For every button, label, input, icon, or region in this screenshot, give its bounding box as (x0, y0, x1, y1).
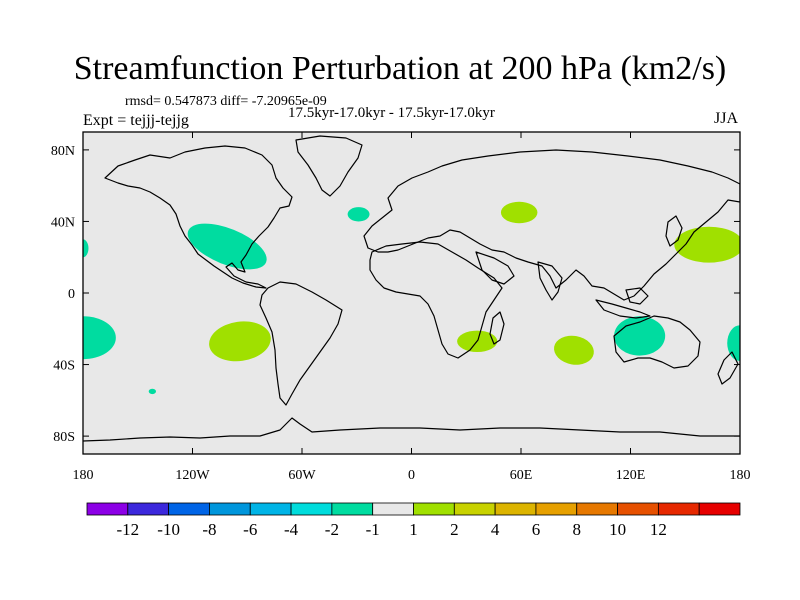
colorbar-label: 1 (409, 520, 418, 539)
colorbar-label: 6 (532, 520, 541, 539)
lon-tick-label: 60E (510, 468, 533, 483)
season-label: JJA (714, 110, 739, 127)
lon-tick-label: 0 (408, 468, 415, 483)
coast-antarctica (83, 417, 740, 442)
lon-tick-label: 120W (175, 468, 210, 483)
coast-india (537, 261, 563, 301)
colorbar-swatch (453, 502, 496, 516)
colorbar-swatch (576, 502, 618, 516)
colorbar-label: -10 (157, 520, 180, 539)
colorbar-swatch (617, 502, 659, 516)
anomaly-southern-ocean-small (148, 388, 157, 395)
anomaly-north-pacific-east (674, 226, 740, 263)
coast-new-zealand (717, 351, 739, 385)
colorbar-swatch (698, 502, 741, 516)
coastlines (83, 135, 740, 442)
experiment-label: Expt = tejjj-tejjg (83, 112, 189, 129)
coast-japan (665, 215, 683, 247)
coast-eurasia (363, 149, 740, 301)
lon-tick-label: 60W (288, 468, 316, 483)
lat-tick-label: 80S (53, 430, 75, 445)
coast-africa (369, 241, 503, 359)
colorbar-label: -8 (202, 520, 216, 539)
colorbar-swatch (372, 502, 414, 516)
colorbar-swatch (249, 502, 292, 516)
colorbar-swatch (127, 502, 170, 516)
coast-australia (613, 315, 701, 369)
colorbar-label: 10 (609, 520, 626, 539)
colorbar-swatch (413, 502, 455, 516)
coast-south-america (259, 281, 343, 406)
colorbar-label: 2 (450, 520, 459, 539)
colorbar-swatch (657, 502, 700, 516)
period-label: 17.5kyr-17.0kyr - 17.5kyr-17.0kyr (288, 105, 495, 121)
coast-north-america (104, 145, 293, 289)
coast-arabia (475, 251, 515, 285)
colorbar-label: -4 (284, 520, 299, 539)
colorbar-swatch (168, 502, 210, 516)
lat-tick-label: 40S (53, 359, 75, 374)
anomaly-central-asia (500, 201, 538, 224)
coast-indonesia (595, 299, 651, 319)
anomaly-north-atlantic (347, 207, 370, 222)
anomaly-north-pacific-west-coast (83, 239, 89, 258)
lon-tick-label: 180 (730, 468, 751, 483)
anomaly-south-pacific-west-edge (83, 316, 116, 360)
rmsd-diff-stats: rmsd= 0.547873 diff= -7.20965e-09 (125, 94, 327, 109)
coast-borneo (625, 287, 649, 305)
lat-tick-label: 0 (68, 287, 75, 302)
colorbar-label: 8 (573, 520, 582, 539)
colorbar-swatch (209, 502, 251, 516)
colorbar-label: -2 (325, 520, 339, 539)
colorbar-label: -1 (366, 520, 380, 539)
coast-madagascar (489, 311, 505, 345)
anomaly-indian-ocean (553, 335, 594, 365)
colorbar-swatch (290, 502, 333, 516)
axis-ticks: 180 120W 60W 0 60E 120E 180 80N 40N 0 40S 80S (51, 132, 751, 483)
colorbar-swatch (535, 502, 578, 516)
colorbar-label: 4 (491, 520, 500, 539)
anomaly-central-america (187, 223, 267, 270)
colorbar-label: 12 (650, 520, 667, 539)
lon-tick-label: 180 (73, 468, 94, 483)
anomaly-south-pacific-east-edge (727, 325, 740, 361)
colorbar-swatch (494, 502, 537, 516)
colorbar-label: -6 (243, 520, 257, 539)
lat-tick-label: 40N (51, 215, 75, 230)
plot-title: Streamfunction Perturbation at 200 hPa (… (73, 50, 727, 87)
colorbar-swatch (331, 502, 374, 516)
lat-tick-label: 80N (51, 144, 75, 159)
colorbar-swatch (86, 502, 129, 516)
map-background (83, 132, 740, 454)
colorbar-label: -12 (116, 520, 139, 539)
colorbar: -12 -10 -8 -6 -4 -2 -1 1 2 4 6 8 10 12 (86, 502, 741, 539)
lon-tick-label: 120E (616, 468, 646, 483)
anomaly-south-pacific (209, 321, 271, 362)
coast-greenland (295, 135, 363, 197)
